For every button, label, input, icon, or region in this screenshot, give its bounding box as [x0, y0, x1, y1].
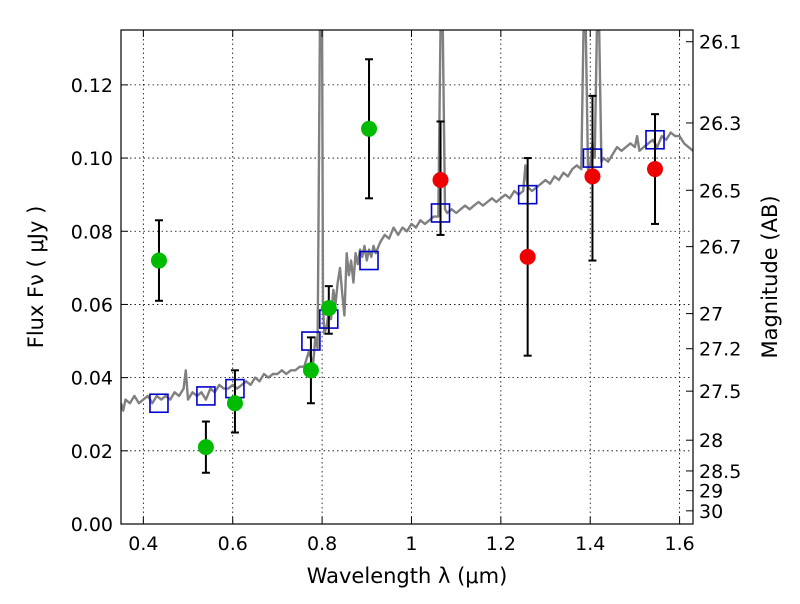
- model-square: [359, 250, 379, 271]
- observed-red-point: [584, 168, 601, 185]
- x-tick-label: 0.6: [218, 533, 248, 555]
- y2-tick-label: 27: [699, 304, 723, 326]
- x-axis-title: Wavelength λ (μm): [307, 564, 508, 588]
- clipped-data: [121, 30, 693, 474]
- y2-tick-label: 27.2: [699, 339, 741, 361]
- y2-tick-label: 30: [699, 501, 723, 523]
- observed-green-point: [197, 439, 214, 456]
- observed-green-point: [302, 362, 319, 379]
- spectrum-line: [121, 30, 693, 412]
- observed-green-point: [150, 252, 167, 269]
- y-tick-label: 0.08: [71, 221, 113, 243]
- x-tick-label: 1.6: [664, 533, 694, 555]
- y2-tick-label: 28.5: [699, 461, 741, 483]
- observed-green-point: [320, 300, 337, 317]
- y-tick-label: 0.10: [71, 148, 113, 170]
- y-tick-label: 0.06: [71, 294, 113, 316]
- y2-tick-label: 29: [699, 481, 723, 503]
- model-square: [196, 386, 216, 406]
- y2-axis-title: Magnitude (AB): [758, 195, 782, 358]
- y-axis-title: Flux Fν ( μJy ): [24, 206, 48, 349]
- y2-tick-label: 28: [699, 430, 723, 452]
- x-tick-label: 0.4: [128, 533, 158, 555]
- x-tick-label: 1: [405, 533, 417, 555]
- plot-area: [121, 30, 693, 474]
- y2-tick-label: 26.3: [699, 113, 741, 135]
- model-square: [149, 393, 169, 414]
- axes-ticks: 0.4 0.6 0.8 1 1.2 1.4 1.6 0.00 0.02 0.04 0.06 0.08 0…: [71, 30, 741, 555]
- observed-red-point: [647, 161, 664, 178]
- y2-tick-label: 26.1: [699, 32, 741, 54]
- y2-tick-label: 26.7: [699, 237, 741, 259]
- observed-red-point: [519, 248, 536, 265]
- observed-red-point: [432, 172, 449, 189]
- observed-green-point: [361, 120, 378, 137]
- y2-tick-label: 27.5: [699, 381, 741, 403]
- y2-tick-label: 26.5: [699, 180, 741, 202]
- y-tick-label: 0.04: [71, 368, 113, 390]
- plot-frame: [120, 29, 694, 525]
- x-tick-label: 1.2: [486, 533, 516, 555]
- observed-green-point: [226, 395, 243, 412]
- y-tick-label: 0.12: [71, 75, 113, 97]
- x-tick-label: 0.8: [307, 533, 337, 555]
- y-tick-label: 0.00: [71, 514, 113, 536]
- x-tick-label: 1.4: [575, 533, 605, 555]
- y-tick-label: 0.02: [71, 441, 113, 463]
